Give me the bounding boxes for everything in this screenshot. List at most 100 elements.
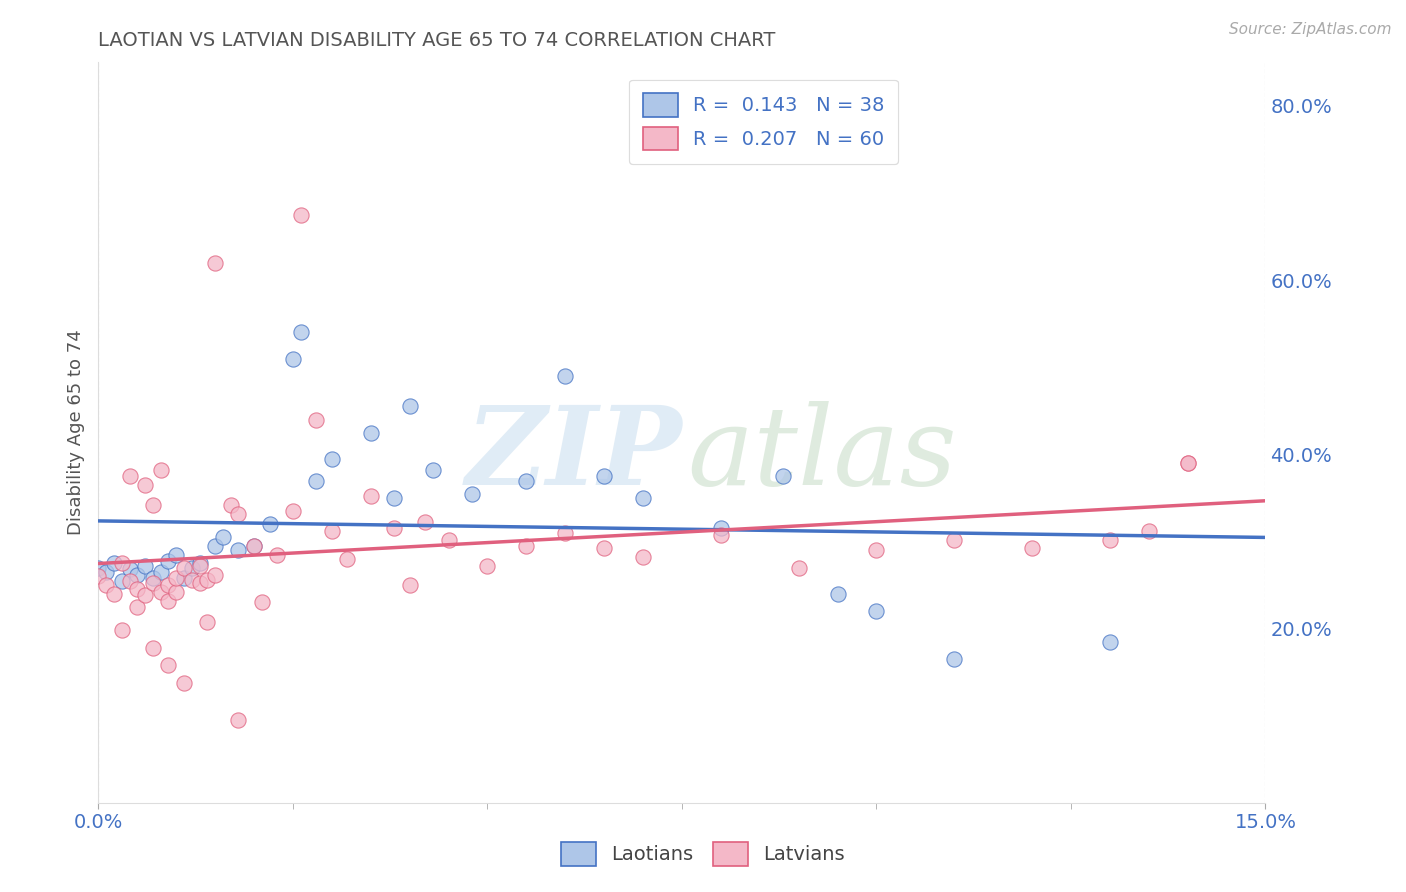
Point <box>382 521 405 535</box>
Point <box>204 567 226 582</box>
Point <box>336 552 359 566</box>
Point <box>243 539 266 553</box>
Point <box>398 578 420 592</box>
Point <box>149 463 172 477</box>
Point <box>173 571 195 585</box>
Point <box>437 533 460 547</box>
Point <box>865 604 887 618</box>
Point <box>118 574 141 588</box>
Point <box>96 578 118 592</box>
Point <box>142 498 165 512</box>
Point <box>305 412 328 426</box>
Point <box>195 615 218 629</box>
Point <box>266 548 288 562</box>
Point <box>827 587 849 601</box>
Point <box>710 527 733 541</box>
Point <box>127 567 149 582</box>
Point <box>865 543 887 558</box>
Point <box>111 556 134 570</box>
Point <box>180 560 202 574</box>
Point <box>321 451 343 466</box>
Point <box>290 326 312 340</box>
Point <box>281 351 304 366</box>
Point <box>461 486 484 500</box>
Point <box>142 640 165 655</box>
Point <box>250 595 273 609</box>
Point <box>157 554 180 568</box>
Point <box>103 587 125 601</box>
Text: ZIP: ZIP <box>465 401 682 508</box>
Point <box>134 589 156 603</box>
Point <box>142 571 165 585</box>
Point <box>157 578 180 592</box>
Point <box>228 507 250 521</box>
Point <box>422 463 444 477</box>
Point <box>305 474 328 488</box>
Point <box>188 556 211 570</box>
Point <box>290 208 312 222</box>
Point <box>157 658 180 673</box>
Point <box>111 574 134 588</box>
Point <box>87 560 110 574</box>
Point <box>1098 533 1121 547</box>
Point <box>228 543 250 558</box>
Point <box>134 558 156 573</box>
Point <box>943 652 966 666</box>
Point <box>413 516 436 530</box>
Point <box>87 569 110 583</box>
Point <box>1137 524 1160 538</box>
Text: LAOTIAN VS LATVIAN DISABILITY AGE 65 TO 74 CORRELATION CHART: LAOTIAN VS LATVIAN DISABILITY AGE 65 TO … <box>98 30 776 50</box>
Point <box>943 533 966 547</box>
Point <box>212 530 235 544</box>
Point <box>631 550 654 565</box>
Point <box>103 556 125 570</box>
Point <box>710 521 733 535</box>
Point <box>134 478 156 492</box>
Point <box>228 713 250 727</box>
Point <box>477 558 499 573</box>
Point <box>281 504 304 518</box>
Point <box>173 675 195 690</box>
Point <box>1098 634 1121 648</box>
Point <box>259 517 281 532</box>
Point <box>1177 456 1199 470</box>
Point <box>127 582 149 597</box>
Point <box>360 489 382 503</box>
Point <box>165 585 187 599</box>
Point <box>554 369 576 384</box>
Point <box>787 560 810 574</box>
Point <box>593 469 616 483</box>
Point <box>118 469 141 483</box>
Point <box>111 624 134 638</box>
Legend: Laotians, Latvians: Laotians, Latvians <box>553 834 853 873</box>
Legend: R =  0.143   N = 38, R =  0.207   N = 60: R = 0.143 N = 38, R = 0.207 N = 60 <box>628 79 898 164</box>
Point <box>180 573 202 587</box>
Point <box>142 576 165 591</box>
Point <box>204 256 226 270</box>
Point <box>382 491 405 505</box>
Point <box>593 541 616 556</box>
Point <box>195 573 218 587</box>
Point <box>173 560 195 574</box>
Point <box>188 558 211 573</box>
Point <box>631 491 654 505</box>
Point <box>515 539 537 553</box>
Point <box>204 539 226 553</box>
Y-axis label: Disability Age 65 to 74: Disability Age 65 to 74 <box>66 330 84 535</box>
Point <box>360 425 382 440</box>
Point <box>398 400 420 414</box>
Point <box>165 571 187 585</box>
Text: Source: ZipAtlas.com: Source: ZipAtlas.com <box>1229 22 1392 37</box>
Text: atlas: atlas <box>688 401 957 508</box>
Point <box>188 576 211 591</box>
Point <box>127 599 149 614</box>
Point <box>149 585 172 599</box>
Point <box>1021 541 1043 556</box>
Point <box>219 498 242 512</box>
Point <box>118 562 141 576</box>
Point <box>554 525 576 540</box>
Point <box>243 539 266 553</box>
Point <box>157 593 180 607</box>
Point <box>515 474 537 488</box>
Point <box>772 469 794 483</box>
